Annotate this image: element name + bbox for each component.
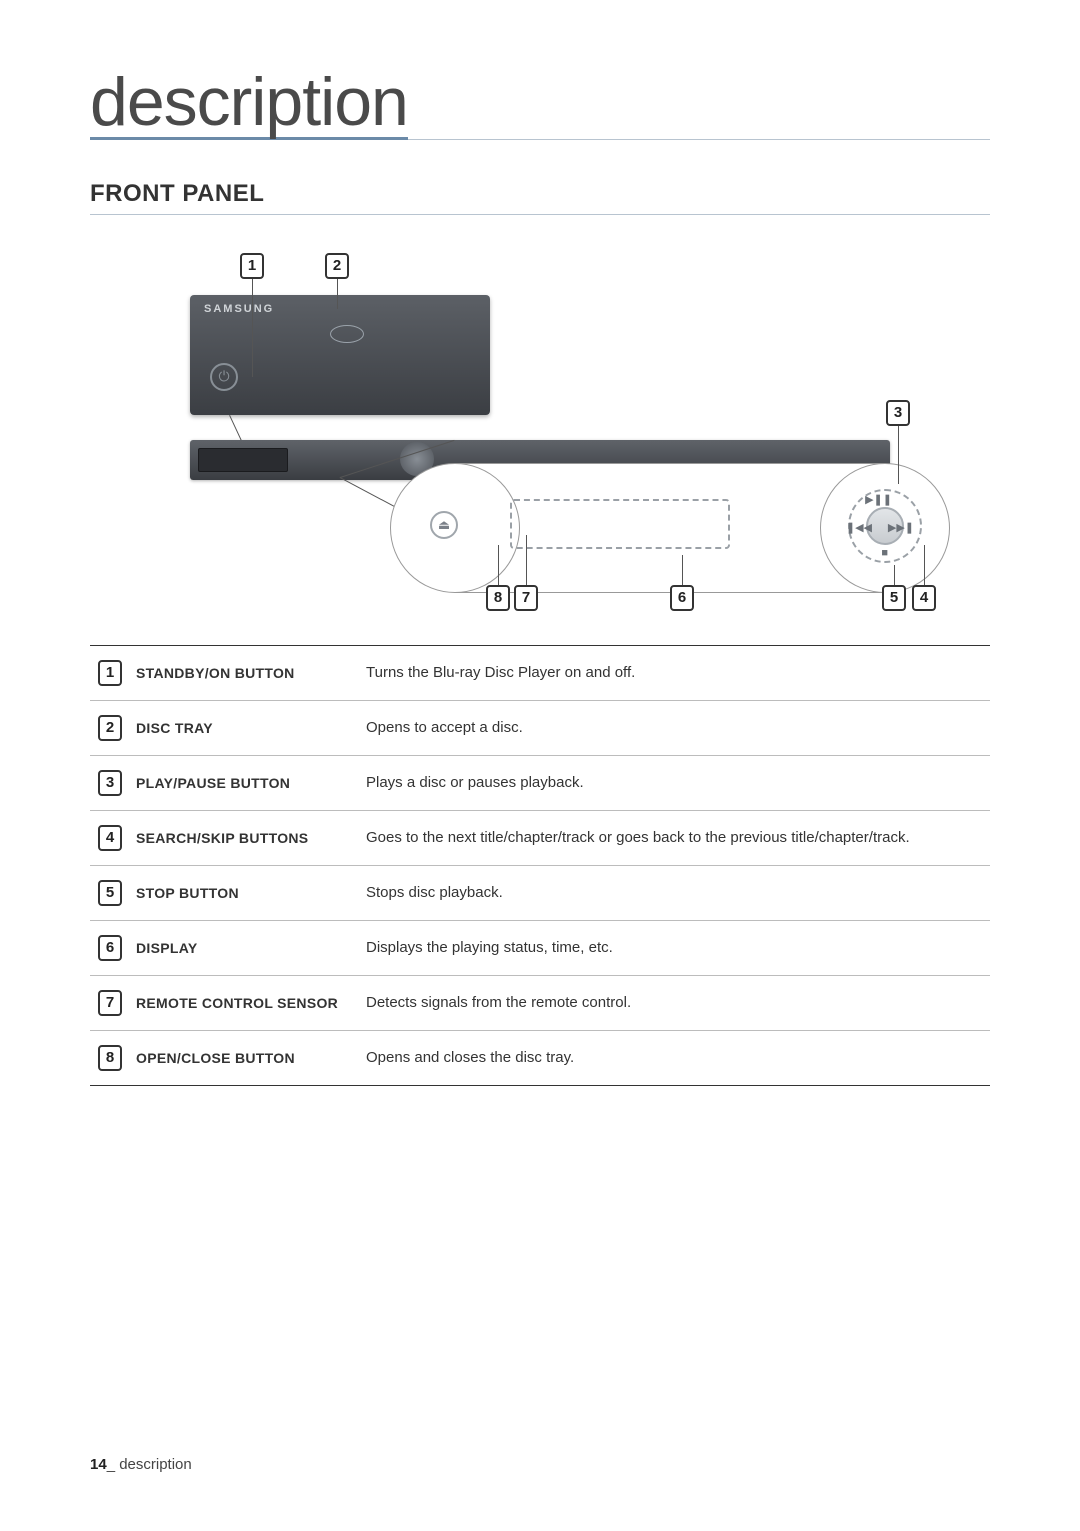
row-number-cell: 3: [90, 755, 136, 810]
display-window: [510, 499, 730, 549]
row-number-box: 4: [98, 825, 122, 851]
row-number-cell: 2: [90, 700, 136, 755]
row-name: PLAY/PAUSE BUTTON: [136, 755, 366, 810]
prev-icon: ❚◀◀: [846, 521, 872, 534]
table-body: 1 STANDBY/ON BUTTONTurns the Blu-ray Disc…: [90, 645, 990, 1085]
row-number-box: 2: [98, 715, 122, 741]
footer-label: description: [119, 1456, 192, 1473]
lead-line: [337, 279, 338, 309]
row-name: DISPLAY: [136, 920, 366, 975]
table-row: 3 PLAY/PAUSE BUTTONPlays a disc or pauses…: [90, 755, 990, 810]
next-icon: ▶▶❚: [888, 521, 914, 534]
callout-7: 7: [514, 585, 538, 611]
table-row: 8 OPEN/CLOSE BUTTONOpens and closes the d…: [90, 1030, 990, 1085]
stop-icon: ■: [881, 547, 888, 559]
callout-3: 3: [886, 400, 910, 426]
table-row: 2 DISC TRAYOpens to accept a disc.: [90, 700, 990, 755]
lead-line: [526, 535, 527, 585]
play-pause-icon: ▶❚❚: [865, 493, 892, 506]
front-panel-table: 1 STANDBY/ON BUTTONTurns the Blu-ray Disc…: [90, 645, 990, 1086]
row-number-box: 3: [98, 770, 122, 796]
lead-line: [682, 555, 683, 585]
row-name: SEARCH/SKIP BUTTONS: [136, 810, 366, 865]
callout-4: 4: [912, 585, 936, 611]
page-footer: 14_ description: [90, 1456, 192, 1473]
device-top-view: SAMSUNG ⏻: [190, 295, 490, 415]
row-description: Turns the Blu-ray Disc Player on and off…: [366, 645, 990, 700]
title-wrap: description: [90, 70, 990, 140]
lead-line: [924, 545, 925, 585]
row-number-cell: 6: [90, 920, 136, 975]
disc-tray-slot: [198, 448, 288, 472]
row-number-box: 5: [98, 880, 122, 906]
row-description: Opens to accept a disc.: [366, 700, 990, 755]
power-icon: ⏻: [210, 363, 238, 391]
page-title: description: [90, 70, 408, 140]
row-name: REMOTE CONTROL SENSOR: [136, 975, 366, 1030]
brand-label: SAMSUNG: [204, 303, 274, 315]
callout-2: 2: [325, 253, 349, 279]
row-number-cell: 8: [90, 1030, 136, 1085]
row-description: Plays a disc or pauses playback.: [366, 755, 990, 810]
lead-line: [498, 545, 499, 585]
row-description: Displays the playing status, time, etc.: [366, 920, 990, 975]
bluray-logo-icon: [330, 325, 364, 343]
row-number-cell: 4: [90, 810, 136, 865]
row-number-cell: 5: [90, 865, 136, 920]
footer-page-number: 14: [90, 1456, 107, 1473]
front-panel-diagram: SAMSUNG ⏻ ⏏ ▶❚❚ ❚◀◀ ▶▶❚ ■ 1 2 3 4 5 6: [130, 245, 950, 615]
table-row: 7 REMOTE CONTROL SENSORDetects signals fr…: [90, 975, 990, 1030]
table-row: 5 STOP BUTTONStops disc playback.: [90, 865, 990, 920]
row-name: STOP BUTTON: [136, 865, 366, 920]
callout-6: 6: [670, 585, 694, 611]
row-number-box: 6: [98, 935, 122, 961]
lead-line: [898, 426, 899, 484]
row-number-cell: 1: [90, 645, 136, 700]
row-number-box: 7: [98, 990, 122, 1016]
callout-5: 5: [882, 585, 906, 611]
row-description: Goes to the next title/chapter/track or …: [366, 810, 990, 865]
row-name: STANDBY/ON BUTTON: [136, 645, 366, 700]
row-name: OPEN/CLOSE BUTTON: [136, 1030, 366, 1085]
row-description: Stops disc playback.: [366, 865, 990, 920]
section-heading: FRONT PANEL: [90, 180, 990, 215]
row-number-cell: 7: [90, 975, 136, 1030]
callout-8: 8: [486, 585, 510, 611]
table-row: 6 DISPLAYDisplays the playing status, tim…: [90, 920, 990, 975]
row-number-box: 8: [98, 1045, 122, 1071]
callout-1: 1: [240, 253, 264, 279]
lead-line: [252, 279, 253, 377]
lead-line: [894, 565, 895, 585]
row-name: DISC TRAY: [136, 700, 366, 755]
footer-underscore: _: [107, 1456, 120, 1473]
row-description: Detects signals from the remote control.: [366, 975, 990, 1030]
eject-icon: ⏏: [430, 511, 458, 539]
row-description: Opens and closes the disc tray.: [366, 1030, 990, 1085]
row-number-box: 1: [98, 660, 122, 686]
table-row: 1 STANDBY/ON BUTTONTurns the Blu-ray Disc…: [90, 645, 990, 700]
table-row: 4 SEARCH/SKIP BUTTONSGoes to the next tit…: [90, 810, 990, 865]
zoom-detail: ⏏ ▶❚❚ ❚◀◀ ▶▶❚ ■: [390, 463, 950, 593]
